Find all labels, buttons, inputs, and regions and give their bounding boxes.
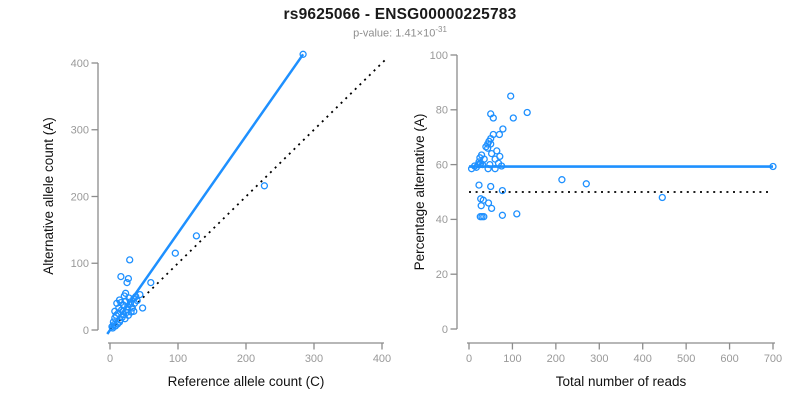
data-point bbox=[491, 165, 499, 173]
x-tick-label: 0 bbox=[107, 353, 113, 365]
data-point bbox=[475, 181, 483, 189]
data-point bbox=[124, 274, 133, 283]
x-tick-label: 200 bbox=[237, 353, 255, 365]
pvalue-text: p-value: 1.41×10 bbox=[353, 27, 436, 40]
x-tick-label: 700 bbox=[764, 353, 782, 365]
y-tick-label: 60 bbox=[436, 159, 448, 171]
data-point bbox=[523, 108, 531, 117]
data-point bbox=[472, 163, 481, 171]
y-tick-label: 300 bbox=[71, 125, 89, 137]
data-point bbox=[478, 160, 487, 169]
x-tick-label: 500 bbox=[677, 353, 695, 365]
data-point bbox=[147, 278, 155, 287]
data-point bbox=[499, 125, 507, 133]
data-point bbox=[495, 130, 504, 139]
data-point bbox=[498, 211, 507, 219]
y-tick-label: 200 bbox=[71, 191, 89, 203]
data-point bbox=[477, 202, 485, 210]
data-point bbox=[117, 272, 125, 281]
x-tick-label: 100 bbox=[503, 353, 521, 365]
y-tick-label: 80 bbox=[436, 105, 448, 117]
data-points bbox=[467, 92, 777, 221]
x-tick-label: 0 bbox=[466, 353, 472, 365]
x-tick-label: 400 bbox=[634, 353, 652, 365]
data-point bbox=[138, 304, 147, 312]
x-axis-title: Total number of reads bbox=[556, 374, 687, 389]
data-point bbox=[658, 193, 666, 202]
data-point bbox=[486, 160, 494, 169]
data-point bbox=[487, 149, 496, 158]
data-point bbox=[769, 162, 777, 171]
y-tick-label: 40 bbox=[436, 214, 448, 226]
data-point bbox=[509, 114, 517, 122]
x-tick-label: 200 bbox=[547, 353, 565, 365]
y-tick-label: 0 bbox=[83, 325, 89, 337]
data-point bbox=[507, 92, 515, 100]
percentage-vs-reads-scatter: 0 100 200 300 400 500 600 700 0 20 40 60 80 100 Total … bbox=[412, 50, 782, 389]
x-tick-label: 300 bbox=[590, 353, 608, 365]
data-point bbox=[484, 144, 492, 152]
data-point bbox=[192, 232, 201, 240]
regression-line bbox=[106, 53, 305, 335]
data-point bbox=[513, 210, 521, 218]
data-point bbox=[109, 324, 117, 332]
data-point bbox=[123, 278, 131, 287]
plot-subtitle: p-value: 1.41×10-31 bbox=[0, 25, 800, 40]
data-point bbox=[171, 249, 179, 257]
identity-line bbox=[109, 57, 389, 331]
y-tick-label: 20 bbox=[436, 269, 448, 281]
data-point bbox=[113, 320, 122, 328]
data-point bbox=[484, 199, 493, 207]
data-point bbox=[110, 321, 118, 329]
x-axis-title: Reference allele count (C) bbox=[168, 374, 325, 389]
axes: 0 100 200 300 400 500 600 700 0 20 40 60 80 100 bbox=[430, 50, 783, 365]
data-point bbox=[132, 292, 140, 301]
y-tick-label: 100 bbox=[71, 258, 89, 270]
data-point bbox=[482, 143, 490, 151]
axes: 0 100 200 300 400 0 100 200 300 400 bbox=[71, 58, 392, 365]
data-point bbox=[582, 180, 590, 188]
pvalue-exponent: -31 bbox=[435, 25, 447, 34]
data-point bbox=[480, 213, 488, 221]
data-point bbox=[467, 165, 476, 173]
data-point bbox=[299, 50, 307, 58]
data-point bbox=[260, 182, 269, 190]
data-point bbox=[484, 165, 492, 173]
data-point bbox=[497, 162, 506, 170]
y-tick-label: 400 bbox=[71, 58, 89, 70]
y-axis-title: Alternative allele count (A) bbox=[41, 117, 56, 275]
data-point bbox=[558, 176, 566, 184]
data-point bbox=[126, 256, 134, 264]
data-point bbox=[498, 186, 507, 195]
allele-count-scatter: 0 100 200 300 400 0 100 200 300 400 Reference alle… bbox=[41, 50, 392, 389]
y-tick-label: 0 bbox=[442, 324, 448, 336]
y-axis-title: Percentage alternative (A) bbox=[412, 114, 427, 271]
data-point bbox=[487, 204, 496, 213]
data-points bbox=[108, 50, 307, 332]
data-point bbox=[489, 114, 497, 122]
y-tick-label: 100 bbox=[430, 50, 448, 62]
plot-title: rs9625066 - ENSG00000225783 bbox=[283, 6, 517, 23]
x-tick-label: 400 bbox=[373, 353, 391, 365]
x-tick-label: 600 bbox=[720, 353, 738, 365]
data-point bbox=[136, 290, 144, 299]
x-tick-label: 100 bbox=[169, 353, 187, 365]
x-tick-label: 300 bbox=[305, 353, 323, 365]
data-point bbox=[487, 182, 495, 191]
